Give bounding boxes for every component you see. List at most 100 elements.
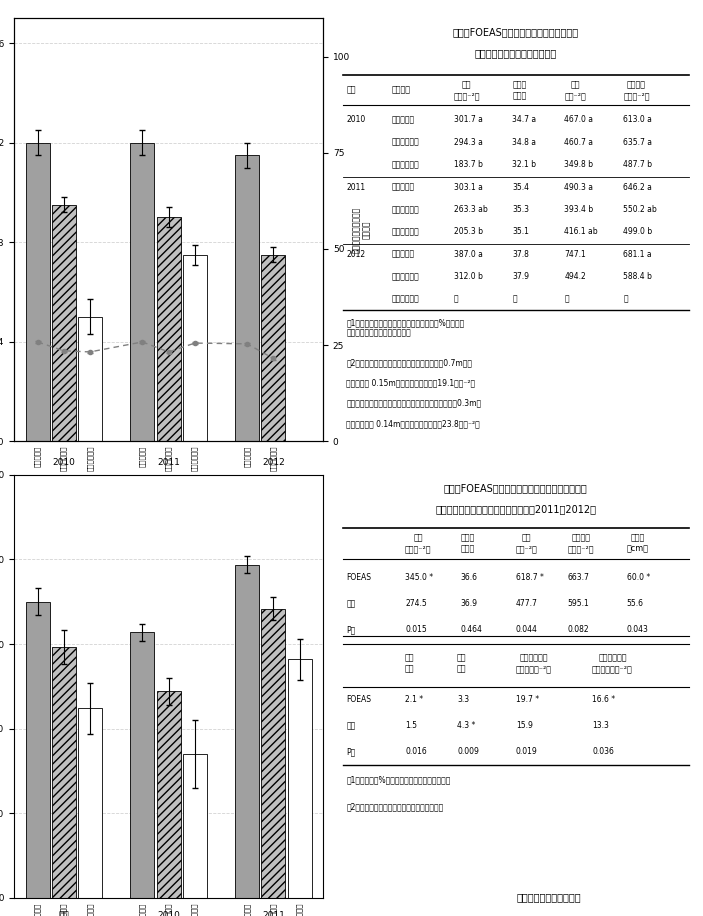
Text: 慣行ロータリ: 慣行ロータリ	[392, 295, 419, 303]
Text: 間 0.15mの２粒播、栄種密度19.1本ｍ⁻²。: 間 0.15mの２粒播、栄種密度19.1本ｍ⁻²。	[347, 378, 475, 387]
Text: 莢数
（ｍ⁻²）: 莢数 （ｍ⁻²）	[565, 81, 586, 100]
Text: 494.2: 494.2	[565, 272, 586, 281]
Text: 35.1: 35.1	[512, 227, 529, 236]
Text: 収量
（ｧｍ⁻²）: 収量 （ｧｍ⁻²）	[453, 81, 480, 100]
Text: 2011: 2011	[157, 459, 180, 467]
Text: 588.4 b: 588.4 b	[623, 272, 652, 281]
Text: 対照: 対照	[347, 599, 356, 608]
Text: 55.6: 55.6	[626, 599, 644, 608]
Text: 387.0 a: 387.0 a	[453, 250, 482, 258]
Text: 274.5: 274.5	[405, 599, 427, 608]
Text: 467.0 a: 467.0 a	[565, 115, 593, 125]
Text: 表２　FOEASの有無が不耕起播種狭畲栄培の収量: 表２ FOEASの有無が不耕起播種狭畲栄培の収量	[444, 484, 588, 494]
Text: 747.1: 747.1	[565, 250, 586, 258]
Text: 205.3 b: 205.3 b	[453, 227, 482, 236]
Text: ロータリ狭畲: ロータリ狭畲	[392, 205, 419, 214]
Text: ・収量構成要素に及ぼす影響（2011、2012）: ・収量構成要素に及ぼす影響（2011、2012）	[435, 505, 596, 515]
Text: 635.7 a: 635.7 a	[623, 137, 652, 147]
Text: 栄培方法: 栄培方法	[392, 86, 411, 94]
Text: －: －	[623, 295, 628, 303]
Text: 莢数
（ｍ⁻²）: 莢数 （ｍ⁻²）	[516, 534, 538, 553]
Text: 全举物重
（ｧｍ⁻²）: 全举物重 （ｧｍ⁻²）	[623, 81, 650, 100]
Text: 34.8 a: 34.8 a	[512, 137, 536, 147]
Bar	[183, 754, 207, 898]
Text: 注2）　対照：本暗渠のみ施工。かん水なし。: 注2） 対照：本暗渠のみ施工。かん水なし。	[347, 802, 444, 812]
Text: 4.3 *: 4.3 *	[457, 721, 475, 730]
Text: 0.082: 0.082	[568, 625, 589, 634]
Text: ロータリ狭畲栄培と不耕起狭畲栄培は、畑広0.3mで: ロータリ狭畲栄培と不耕起狭畲栄培は、畑広0.3mで	[347, 398, 482, 408]
Text: 301.7 a: 301.7 a	[453, 115, 482, 125]
Text: 注1）　＊は５%水準で有意差があることを示す: 注1） ＊は５%水準で有意差があることを示す	[347, 775, 451, 784]
Text: 3.3: 3.3	[457, 695, 469, 703]
Text: 0.036: 0.036	[592, 747, 614, 757]
Text: 416.1 ab: 416.1 ab	[565, 227, 598, 236]
Bar	[157, 692, 181, 898]
Bar	[288, 660, 311, 898]
Text: 37.9: 37.9	[512, 272, 529, 281]
Text: 2010: 2010	[157, 911, 180, 916]
Text: 倒伏
指数: 倒伏 指数	[405, 654, 415, 673]
Bar	[78, 317, 102, 690]
Text: 2012: 2012	[262, 459, 285, 467]
Text: 1.5: 1.5	[405, 721, 417, 730]
Text: 16.6 *: 16.6 *	[592, 695, 615, 703]
Text: ロータリ狭畲: ロータリ狭畲	[392, 272, 419, 281]
Text: 慣行ロータリ: 慣行ロータリ	[392, 227, 419, 236]
Text: 35.3: 35.3	[512, 205, 529, 214]
Text: 図1　FOEAS圃場における各栄培方
　法の苗立ち数と苗立ち率
（縦棒は、標準誤差を示す。
　2012年の慣行ロータリは欠側。）: 図1 FOEAS圃場における各栄培方 法の苗立ち数と苗立ち率 （縦棒は、標準誤差…	[122, 618, 215, 659]
Text: 年度: 年度	[347, 86, 356, 94]
Bar	[52, 205, 76, 690]
Text: 13.3: 13.3	[592, 721, 609, 730]
Text: ロータリ狭畲: ロータリ狭畲	[392, 137, 419, 147]
Text: 0.464: 0.464	[460, 625, 482, 634]
Text: 全举物重
（ｧｍ⁻²）: 全举物重 （ｧｍ⁻²）	[568, 534, 594, 553]
Text: （前川富也、島田信二）: （前川富也、島田信二）	[516, 892, 581, 902]
Text: 2.1 *: 2.1 *	[405, 695, 423, 703]
Text: 499.0 b: 499.0 b	[623, 227, 652, 236]
Text: 294.3 a: 294.3 a	[453, 137, 482, 147]
Text: 株間 0.14mの１粒播、栄種密度23.8本ｍ⁻²。: 株間 0.14mの１粒播、栄種密度23.8本ｍ⁻²。	[347, 420, 480, 428]
Text: 34.7 a: 34.7 a	[512, 115, 536, 125]
Text: 青立
指数: 青立 指数	[457, 654, 467, 673]
Text: P値: P値	[347, 625, 356, 634]
Text: 15.9: 15.9	[516, 721, 533, 730]
Bar	[78, 708, 102, 898]
Bar	[25, 143, 50, 690]
Text: 0.043: 0.043	[626, 625, 648, 634]
Text: 不耕起狭畲: 不耕起狭畲	[392, 115, 414, 125]
Text: －: －	[453, 295, 458, 303]
Text: 百粒重
（ｧ）: 百粒重 （ｧ）	[512, 81, 527, 100]
Text: 2010: 2010	[347, 115, 366, 125]
Text: 393.4 b: 393.4 b	[565, 205, 593, 214]
Text: 19.7 *: 19.7 *	[516, 695, 539, 703]
Text: 35.4: 35.4	[512, 182, 529, 191]
Text: 量・収量構成要素の一部: 量・収量構成要素の一部	[475, 48, 557, 58]
Text: P値: P値	[347, 747, 356, 757]
Bar	[235, 564, 259, 898]
Text: 303.1 a: 303.1 a	[453, 182, 482, 191]
Text: 613.0 a: 613.0 a	[623, 115, 652, 125]
Bar	[25, 602, 50, 898]
Text: 2011: 2011	[347, 182, 366, 191]
Text: 0.019: 0.019	[516, 747, 538, 757]
Text: 慣行ロータリ: 慣行ロータリ	[392, 160, 419, 169]
Text: 490.3 a: 490.3 a	[565, 182, 593, 191]
Bar	[262, 608, 285, 898]
Text: 37.8: 37.8	[512, 250, 529, 258]
Text: 60.0 *: 60.0 *	[626, 572, 650, 582]
Text: 32.1 b: 32.1 b	[512, 160, 536, 169]
Text: 不耕起狭畲: 不耕起狭畲	[392, 182, 414, 191]
Text: 460.7 a: 460.7 a	[565, 137, 593, 147]
Text: 0.016: 0.016	[405, 747, 427, 757]
Text: 618.7 *: 618.7 *	[516, 572, 543, 582]
Text: 0.009: 0.009	[457, 747, 479, 757]
Y-axis label: 折れ線グラフ：苗立ち
率（％）: 折れ線グラフ：苗立ち 率（％）	[352, 207, 371, 253]
Text: 2012: 2012	[347, 250, 366, 258]
Bar	[262, 255, 285, 690]
Text: 312.0 b: 312.0 b	[453, 272, 482, 281]
Text: 2011: 2011	[262, 911, 285, 916]
Bar	[157, 217, 181, 690]
Text: 注1）　異なるアルファベット間において５%水準で有
　　　　意差があることを示す: 注1） 異なるアルファベット間において５%水準で有 意差があることを示す	[347, 318, 465, 337]
Text: 345.0 *: 345.0 *	[405, 572, 433, 582]
Text: 主茎長
（cm）: 主茎長 （cm）	[626, 534, 649, 553]
